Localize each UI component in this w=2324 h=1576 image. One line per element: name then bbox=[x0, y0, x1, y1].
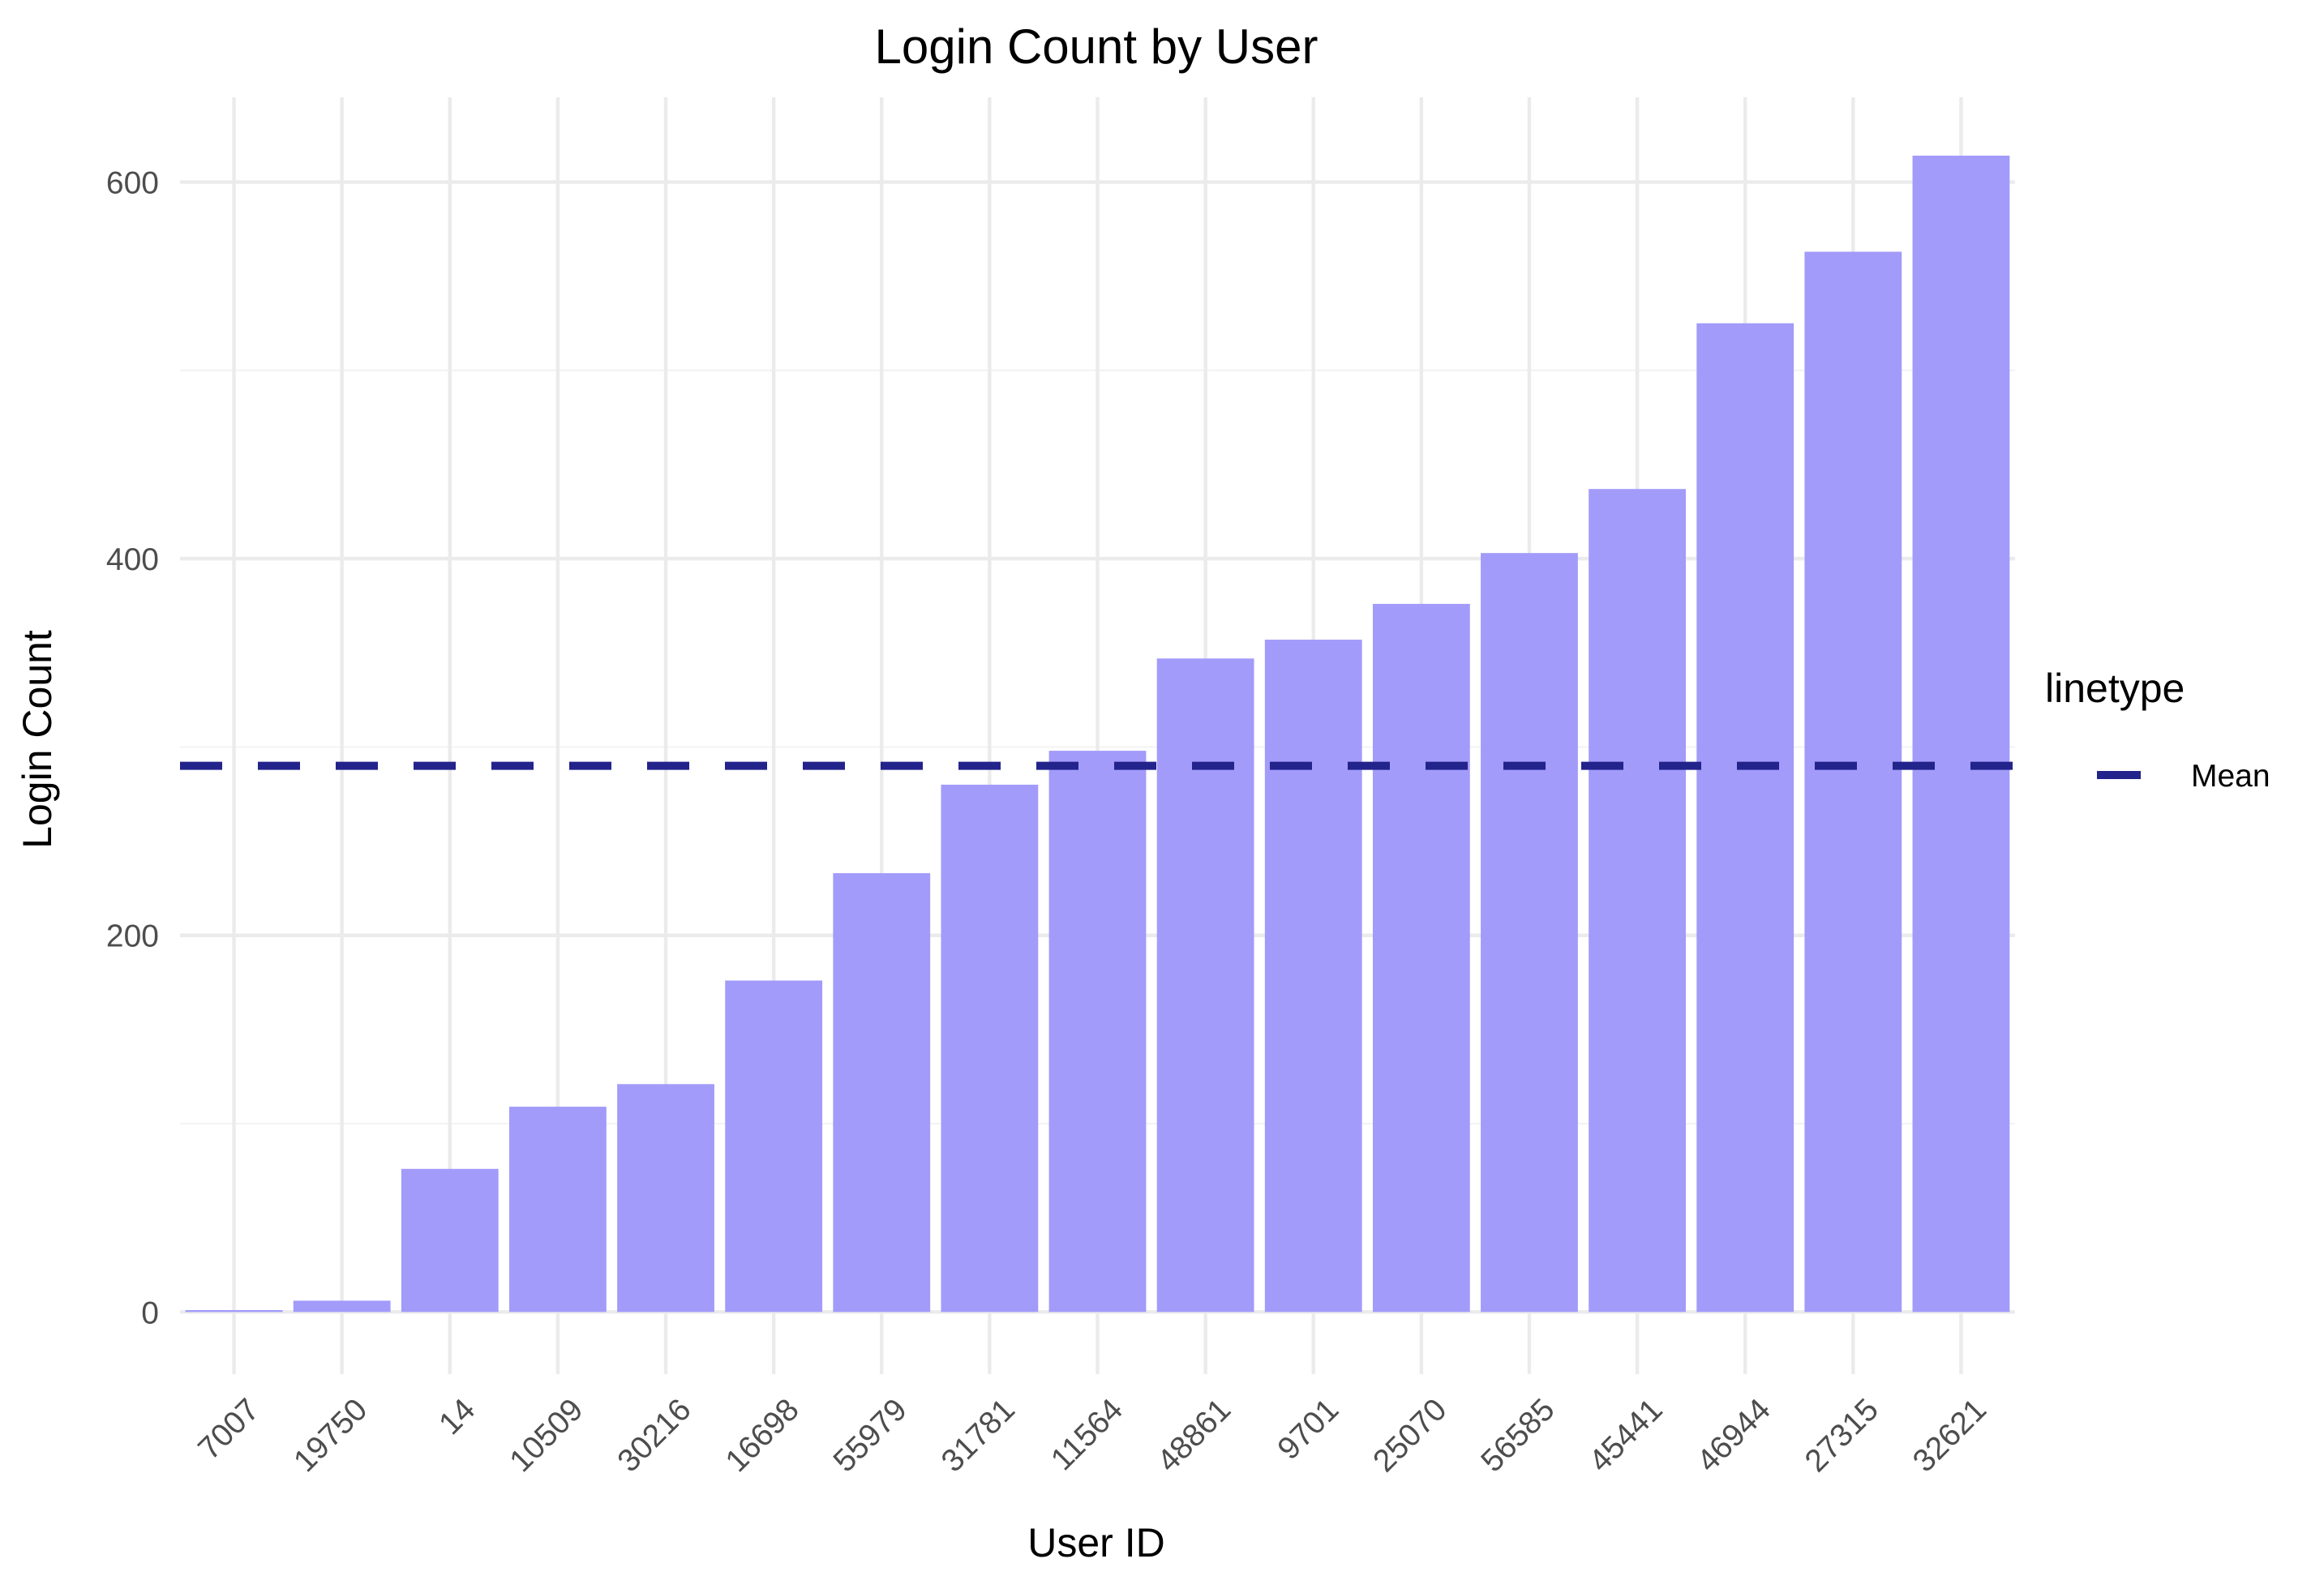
x-tick-label: 46944 bbox=[1691, 1392, 1777, 1479]
bar-7007 bbox=[185, 1310, 283, 1313]
bar-16698 bbox=[725, 980, 823, 1313]
x-tick-label: 32621 bbox=[1906, 1392, 1993, 1479]
x-tick-label: 55979 bbox=[827, 1392, 914, 1479]
legend-title: linetype bbox=[2045, 666, 2185, 711]
x-axis-title: User ID bbox=[1027, 1520, 1164, 1565]
x-tick-label: 14 bbox=[432, 1392, 482, 1441]
x-tick-label: 56585 bbox=[1474, 1392, 1561, 1479]
x-tick-label: 16698 bbox=[719, 1392, 806, 1479]
legend-label-mean: Mean bbox=[2191, 759, 2270, 794]
x-tick-label: 10509 bbox=[503, 1392, 590, 1479]
x-tick-label: 30216 bbox=[611, 1392, 698, 1479]
bar-32621 bbox=[1912, 156, 2010, 1313]
bar-56585 bbox=[1481, 553, 1578, 1313]
bar-10509 bbox=[509, 1107, 607, 1313]
bar-55979 bbox=[833, 873, 931, 1313]
x-tick-label: 45441 bbox=[1583, 1392, 1670, 1479]
y-tick-label: 200 bbox=[106, 919, 159, 954]
x-axis-tick-labels: 7007 19750 14 10509 30216 16698 55979 31781 1156… bbox=[191, 1392, 1993, 1479]
bar-25070 bbox=[1372, 603, 1470, 1313]
y-axis-title: Login Count bbox=[15, 630, 60, 849]
bar-27315 bbox=[1804, 251, 1902, 1313]
x-tick-label: 19750 bbox=[287, 1392, 374, 1479]
plot-area: 0 200 400 600 7007 19750 14 10509 30216 16698 559… bbox=[106, 97, 2015, 1479]
bar-31781 bbox=[941, 784, 1039, 1313]
bar-9701 bbox=[1264, 640, 1362, 1313]
bar-19750 bbox=[293, 1300, 391, 1313]
y-tick-label: 600 bbox=[106, 166, 159, 201]
x-tick-label: 25070 bbox=[1366, 1392, 1453, 1479]
y-tick-label: 400 bbox=[106, 542, 159, 577]
x-tick-label: 9701 bbox=[1271, 1392, 1346, 1467]
chart-title: Login Count by User bbox=[875, 19, 1319, 74]
bar-45441 bbox=[1589, 489, 1686, 1313]
bar-30216 bbox=[617, 1084, 714, 1313]
bar-14 bbox=[401, 1168, 499, 1313]
x-tick-label: 7007 bbox=[191, 1392, 266, 1467]
x-tick-label: 48861 bbox=[1151, 1392, 1237, 1479]
bar-11564 bbox=[1048, 751, 1147, 1313]
x-tick-label: 31781 bbox=[935, 1392, 1022, 1479]
bar-46944 bbox=[1696, 323, 1794, 1313]
bars bbox=[185, 156, 2010, 1313]
x-tick-label: 27315 bbox=[1799, 1392, 1885, 1479]
y-axis-tick-labels: 0 200 400 600 bbox=[106, 166, 159, 1331]
y-tick-label: 0 bbox=[141, 1295, 159, 1330]
bar-48861 bbox=[1156, 658, 1254, 1313]
legend: linetype Mean bbox=[2045, 666, 2270, 794]
x-tick-label: 11564 bbox=[1044, 1392, 1130, 1477]
